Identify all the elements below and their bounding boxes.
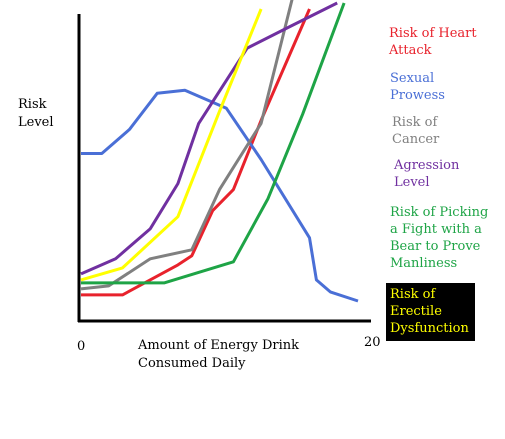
- x-axis-label: Amount of Energy Drink Consumed Daily: [138, 338, 300, 371]
- series-line-erectile-dysfunction: [80, 8, 263, 282]
- series-line-cancer: [80, 0, 294, 291]
- legend-heart-attack: Risk of Heart Attack: [389, 26, 477, 58]
- legend-sexual-prowess: Sexual Prowess: [390, 71, 445, 103]
- series-layer: [80, 0, 359, 303]
- series-line-bear-fight: [81, 2, 346, 285]
- x-tick-label-20: 20: [364, 335, 381, 350]
- legend-cancer: Risk of Cancer: [392, 115, 440, 147]
- legend-bear-fight: Risk of Picking a Fight with a Bear to P…: [390, 205, 489, 271]
- series-line-heart-attack: [81, 8, 311, 297]
- legend-erectile-dysfunction: Risk of Erectile Dysfunction: [386, 283, 475, 341]
- x-tick-label-0: 0: [77, 339, 86, 354]
- y-axis-label: Risk Level: [18, 97, 54, 130]
- legend-agression: Agression Level: [394, 158, 460, 190]
- series-line-agression: [80, 1, 338, 276]
- series-line-sexual-prowess: [81, 88, 359, 303]
